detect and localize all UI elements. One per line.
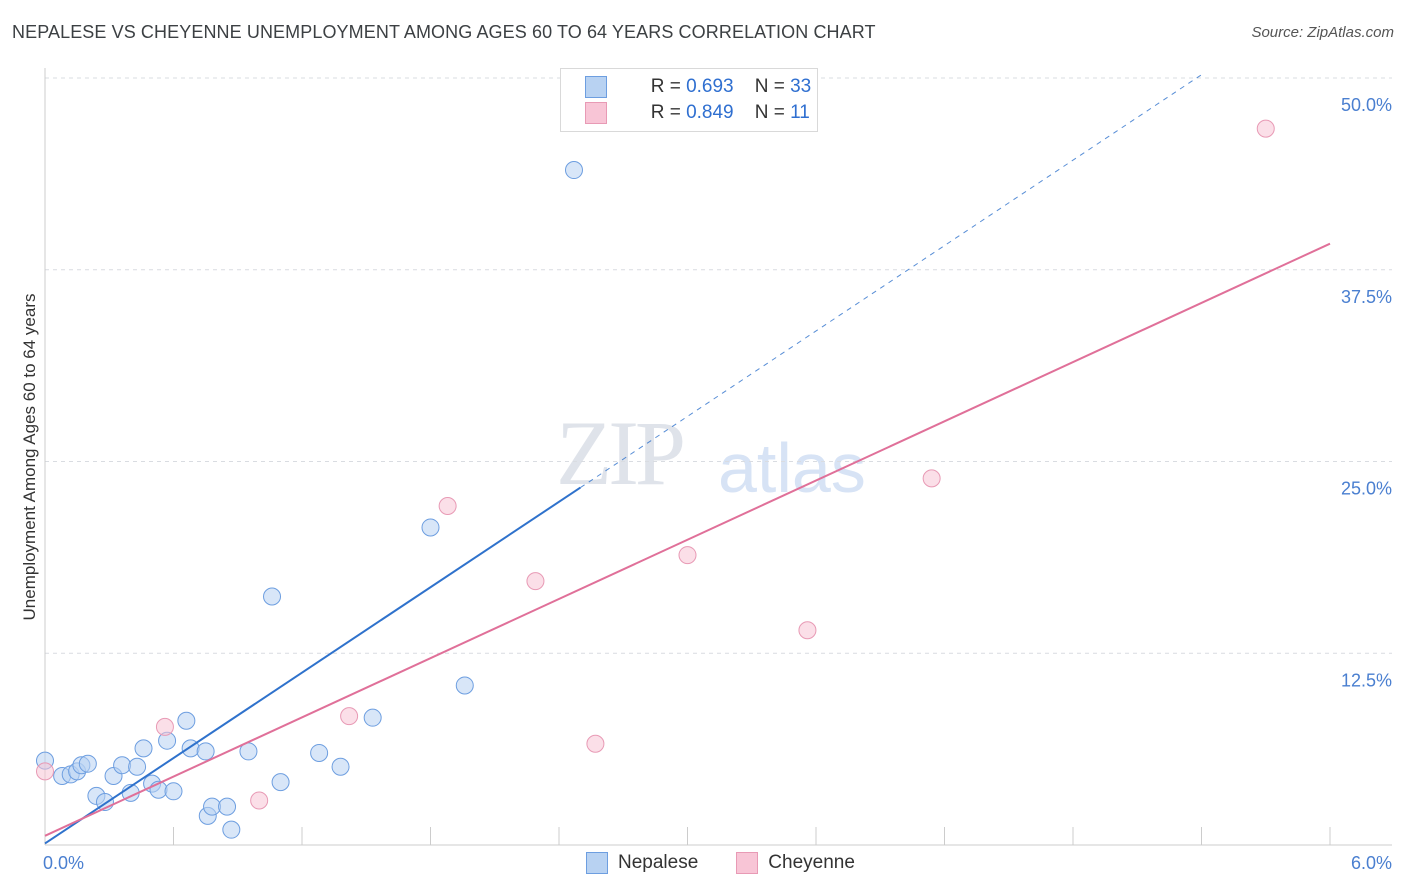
trend-line-nepalese (44, 486, 581, 845)
data-point-cheyenne (798, 621, 817, 640)
data-point-nepalese (113, 756, 132, 775)
legend-r-value-cheyenne: 0.849 (686, 102, 734, 123)
data-point-nepalese (271, 773, 290, 792)
data-point-nepalese (263, 587, 282, 606)
correlation-legend: R = 0.693 N = 33 R = 0.849 N = 11 (560, 68, 818, 132)
legend-r-value-nepalese: 0.693 (686, 76, 734, 97)
data-point-nepalese (203, 797, 222, 816)
legend-r-label: R = (650, 76, 687, 97)
series-legend: Nepalese Cheyenne (586, 852, 893, 874)
legend-swatch-nepalese (586, 852, 608, 874)
x-tick-label-min: 0.0% (43, 853, 84, 873)
data-point-nepalese (134, 739, 153, 758)
legend-item-cheyenne: Cheyenne (736, 852, 855, 874)
legend-swatch-cheyenne (736, 852, 759, 874)
legend-n-label: N = (754, 102, 791, 123)
x-tick-label-max: 6.0% (1351, 853, 1392, 873)
data-point-cheyenne (438, 496, 457, 515)
data-point-nepalese (310, 743, 329, 762)
data-point-cheyenne (36, 762, 54, 781)
data-point-nepalese (164, 782, 183, 801)
data-point-nepalese (331, 757, 350, 776)
watermark-zip: ZIP (556, 402, 686, 504)
data-point-cheyenne (678, 546, 697, 565)
data-point-nepalese (222, 820, 241, 839)
data-point-nepalese (177, 711, 196, 730)
data-point-nepalese (421, 518, 440, 537)
data-point-nepalese (128, 757, 147, 776)
data-point-cheyenne (340, 707, 359, 726)
data-point-cheyenne (526, 572, 545, 591)
legend-n-label: N = (754, 76, 791, 97)
data-point-nepalese (196, 742, 215, 761)
y-tick-label: 50.0% (1341, 95, 1392, 115)
chart-title: NEPALESE VS CHEYENNE UNEMPLOYMENT AMONG … (12, 22, 876, 42)
trend-line-extension-nepalese (580, 74, 1202, 488)
legend-r-label: R = (650, 102, 687, 123)
legend-swatch-nepalese (585, 76, 607, 98)
data-point-cheyenne (586, 734, 605, 753)
data-point-nepalese (564, 161, 583, 180)
data-point-cheyenne (1256, 119, 1275, 138)
legend-n-value-cheyenne: 11 (790, 102, 810, 123)
data-point-cheyenne (155, 717, 174, 736)
data-point-nepalese (78, 754, 97, 773)
data-point-nepalese (363, 708, 382, 727)
legend-swatch-cheyenne (585, 102, 607, 124)
data-point-nepalese (455, 676, 474, 695)
legend-item-nepalese: Nepalese (586, 852, 698, 874)
legend-n-value-nepalese: 33 (790, 76, 812, 97)
y-tick-label: 37.5% (1341, 287, 1392, 307)
data-point-cheyenne (922, 469, 941, 488)
legend-row-cheyenne: R = 0.849 N = 11 (585, 101, 810, 125)
data-point-nepalese (218, 797, 237, 816)
y-tick-label: 25.0% (1341, 479, 1392, 499)
legend-label-nepalese: Nepalese (618, 852, 699, 873)
trend-line-cheyenne (44, 242, 1331, 837)
legend-row-nepalese: R = 0.693 N = 33 (585, 75, 812, 99)
source-label: Source: ZipAtlas.com (1251, 24, 1394, 41)
data-point-cheyenne (250, 791, 269, 810)
y-tick-label: 12.5% (1341, 670, 1392, 690)
legend-label-cheyenne: Cheyenne (768, 852, 855, 873)
